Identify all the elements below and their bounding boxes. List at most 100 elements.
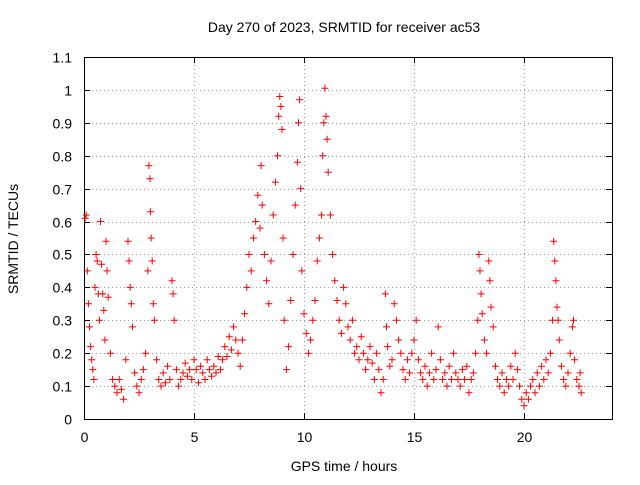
data-point xyxy=(542,356,550,364)
data-point xyxy=(465,389,473,397)
data-point xyxy=(342,300,350,308)
data-point xyxy=(227,346,235,354)
data-point xyxy=(232,336,240,344)
data-point xyxy=(452,369,460,377)
data-point xyxy=(170,316,178,324)
data-point xyxy=(337,329,345,337)
y-tick-label: 0.7 xyxy=(53,182,73,198)
data-point xyxy=(575,382,583,390)
data-point xyxy=(419,376,427,383)
data-point xyxy=(554,316,562,324)
data-point xyxy=(291,201,299,209)
data-point xyxy=(104,293,112,301)
data-point xyxy=(199,369,207,377)
data-point xyxy=(125,257,133,265)
data-point xyxy=(489,323,497,331)
data-point xyxy=(555,336,563,344)
data-point xyxy=(467,376,475,383)
data-point xyxy=(243,283,251,291)
data-point xyxy=(529,376,537,383)
data-point xyxy=(214,353,222,360)
data-point xyxy=(192,366,200,374)
x-tick-label: 15 xyxy=(407,429,423,445)
data-point xyxy=(373,349,381,357)
data-point xyxy=(395,336,403,344)
data-point xyxy=(128,323,136,331)
data-point xyxy=(522,389,530,397)
data-point xyxy=(322,112,330,120)
data-point xyxy=(179,369,187,377)
data-point xyxy=(403,356,411,364)
y-axis-label: SRMTID / TECUs xyxy=(5,184,21,294)
data-point xyxy=(463,362,471,370)
data-point xyxy=(324,168,332,176)
data-point xyxy=(432,366,440,374)
data-point xyxy=(353,343,361,351)
data-point xyxy=(230,323,238,331)
tick-layer: 0 0.1 0.2 0.3 0.4 0.5 0.6 0.7 0.8 0.9 1 1.1 0 5 10 15 20 xyxy=(53,50,612,445)
y-tick-label: 0.5 xyxy=(53,247,73,263)
data-point xyxy=(146,175,154,183)
data-point xyxy=(166,376,174,383)
data-point xyxy=(518,395,526,403)
data-point xyxy=(524,395,532,403)
data-point xyxy=(97,218,104,225)
data-point xyxy=(573,376,581,383)
data-point xyxy=(296,96,304,104)
data-point xyxy=(509,376,517,383)
data-point xyxy=(384,343,392,351)
data-point xyxy=(245,251,253,258)
y-tick-label: 0.2 xyxy=(53,346,73,362)
data-point xyxy=(494,376,502,383)
data-point xyxy=(315,234,323,242)
data-point xyxy=(98,260,106,268)
data-point xyxy=(95,316,103,324)
data-point xyxy=(552,277,560,285)
x-tick-label: 5 xyxy=(191,429,199,445)
plot-frame xyxy=(84,57,613,420)
data-point xyxy=(280,316,288,324)
data-point xyxy=(357,333,365,341)
data-point xyxy=(210,362,218,370)
data-point xyxy=(498,369,506,377)
data-point xyxy=(276,93,284,100)
data-point xyxy=(295,119,302,127)
data-point xyxy=(461,376,469,383)
data-point xyxy=(383,323,390,331)
data-point xyxy=(175,382,183,390)
data-point xyxy=(496,382,504,390)
data-point xyxy=(476,267,484,275)
data-point xyxy=(355,356,363,364)
data-point xyxy=(366,343,374,351)
data-point xyxy=(553,303,561,311)
data-point xyxy=(111,382,119,390)
x-tick-label: 10 xyxy=(297,429,313,445)
data-point xyxy=(456,382,464,390)
y-tick-label: 0.8 xyxy=(53,149,73,165)
data-point xyxy=(550,237,558,245)
data-point xyxy=(401,376,409,383)
data-point xyxy=(122,356,130,364)
data-point xyxy=(181,359,189,367)
data-point xyxy=(298,267,306,275)
data-point xyxy=(113,389,121,397)
data-point xyxy=(168,277,176,285)
data-point xyxy=(135,389,143,397)
data-point xyxy=(562,382,570,390)
data-point xyxy=(568,323,576,331)
data-point xyxy=(386,362,394,370)
data-point xyxy=(277,102,285,110)
data-point xyxy=(364,356,372,364)
data-point xyxy=(469,369,477,377)
data-point xyxy=(304,349,312,357)
data-point xyxy=(293,158,301,166)
data-point xyxy=(577,389,585,397)
data-point xyxy=(279,234,287,242)
y-tick-label: 1.1 xyxy=(53,50,73,66)
data-point xyxy=(346,336,354,344)
data-point xyxy=(137,376,145,383)
data-point xyxy=(265,300,273,308)
data-point xyxy=(505,382,513,390)
data-point xyxy=(86,323,93,331)
